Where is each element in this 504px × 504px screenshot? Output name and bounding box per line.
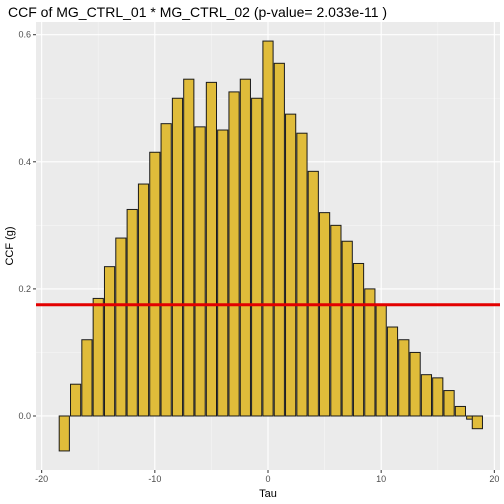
bar bbox=[285, 113, 297, 417]
bar bbox=[273, 62, 285, 417]
bar bbox=[70, 383, 82, 417]
bar bbox=[386, 326, 399, 417]
bar bbox=[160, 123, 172, 417]
bar bbox=[307, 170, 319, 417]
bar bbox=[137, 183, 150, 417]
bar bbox=[205, 81, 218, 417]
x-tick-label: 0 bbox=[265, 474, 270, 484]
y-tick-label: 0.0 bbox=[18, 411, 31, 421]
bar bbox=[92, 297, 104, 417]
bar bbox=[398, 339, 410, 417]
x-tick-label: -20 bbox=[35, 474, 48, 484]
bar bbox=[318, 212, 331, 417]
bar bbox=[251, 97, 263, 417]
bar bbox=[239, 78, 251, 417]
x-axis-ticks: -20 -10 0 10 20 bbox=[35, 470, 499, 484]
bar bbox=[296, 132, 308, 417]
y-axis-ticks: 0.0 0.2 0.4 0.6 bbox=[18, 30, 36, 421]
bar bbox=[126, 208, 138, 417]
bar bbox=[149, 151, 161, 417]
y-tick-label: 0.2 bbox=[18, 284, 31, 294]
bar bbox=[228, 91, 240, 417]
bar bbox=[217, 129, 229, 417]
bar bbox=[443, 390, 455, 417]
bar bbox=[330, 224, 342, 417]
bar bbox=[171, 97, 184, 417]
bar bbox=[432, 377, 444, 417]
bar bbox=[183, 78, 195, 417]
bar bbox=[115, 237, 127, 417]
bar bbox=[81, 339, 93, 417]
bar bbox=[352, 262, 365, 417]
bar bbox=[454, 405, 466, 417]
bar bbox=[471, 415, 483, 430]
bar bbox=[103, 266, 116, 417]
bar bbox=[409, 351, 421, 417]
x-axis-title: Tau bbox=[259, 488, 277, 500]
y-axis-title: CCF (g) bbox=[4, 226, 16, 265]
bar bbox=[420, 374, 433, 417]
bar bbox=[262, 40, 274, 417]
x-tick-label: 20 bbox=[489, 474, 499, 484]
y-tick-label: 0.6 bbox=[18, 30, 31, 40]
bar bbox=[341, 240, 353, 417]
bar bbox=[194, 126, 206, 417]
bar bbox=[364, 288, 376, 417]
bar bbox=[58, 415, 70, 452]
chart-title: CCF of MG_CTRL_01 * MG_CTRL_02 (p-value=… bbox=[8, 4, 388, 20]
x-tick-label: -10 bbox=[148, 474, 161, 484]
bars bbox=[58, 40, 483, 452]
y-tick-label: 0.4 bbox=[18, 157, 31, 167]
x-tick-label: 10 bbox=[376, 474, 386, 484]
bar bbox=[375, 304, 387, 417]
